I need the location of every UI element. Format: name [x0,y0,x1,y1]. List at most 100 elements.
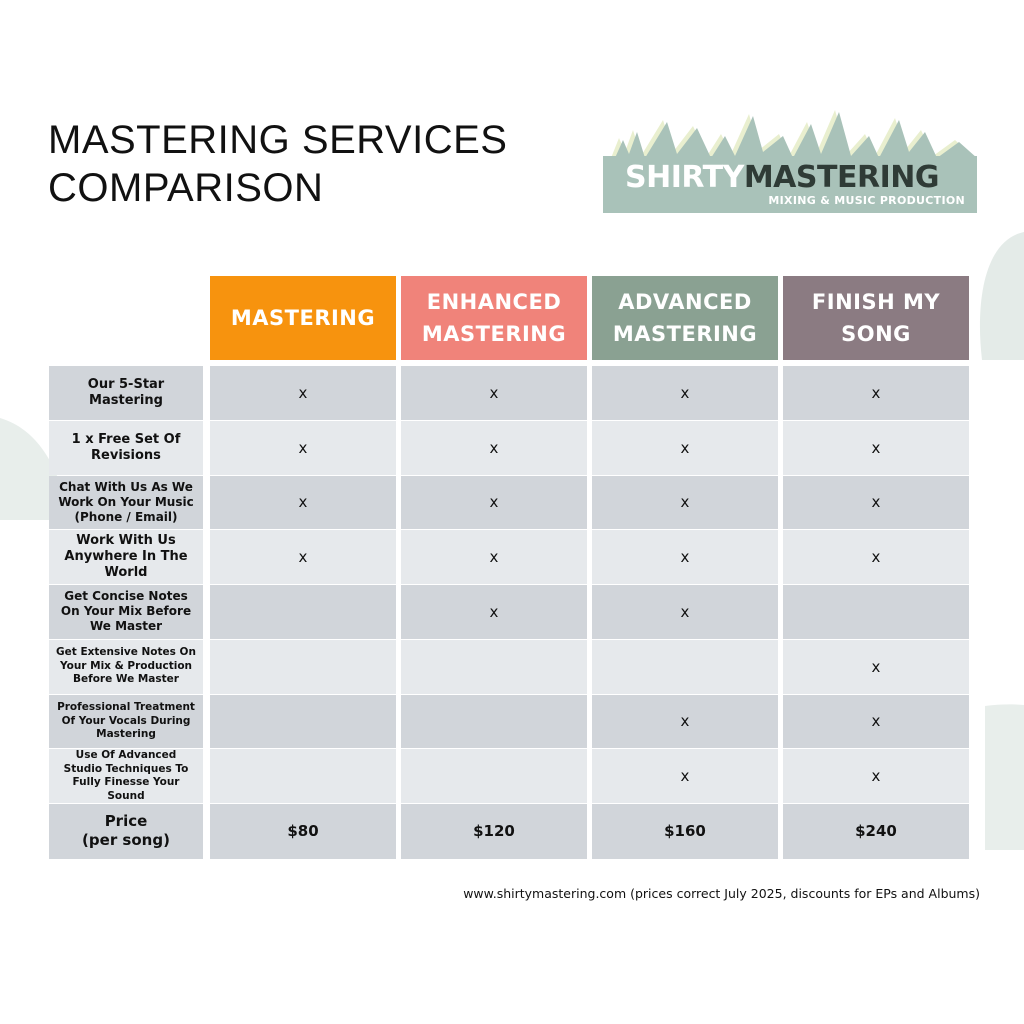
feature-label-line: Our 5-Star [87,376,165,392]
feature-label-text: Get Extensive Notes On Your Mix & Product… [56,646,196,687]
feature-label-line: Revisions [91,447,161,463]
feature-label-line: Work With Us [76,533,176,549]
feature-cell: x [210,420,396,475]
feature-label-line: Of Your Vocals During [61,714,191,727]
column-header-line: MASTERING [612,322,758,346]
feature-label-line: Before We Master [73,673,179,686]
feature-cell [210,694,396,749]
feature-cell: x [592,420,778,475]
feature-label-2: 1 x Free Set Of Revisions [49,420,203,475]
feature-cell: x [401,366,587,420]
price-label-line: Price [104,812,148,831]
column-header-label: ENHANCED MASTERING [422,286,566,350]
feature-label-line: Professional Treatment [57,701,195,714]
feature-cell: x [783,694,969,749]
feature-label-6: Get Extensive Notes On Your Mix & Product… [49,639,203,694]
feature-cell: x [783,366,969,420]
feature-cell: x [592,475,778,530]
price-label: Price (per song) [49,804,203,859]
feature-cell: x [783,420,969,475]
feature-label-line: Mastering [89,392,163,408]
column-header-label: FINISH MY SONG [812,286,940,350]
feature-label-text: Our 5-Star Mastering [88,377,164,409]
background-arc-right-top [979,232,1024,360]
feature-label-line: Get Extensive Notes On [56,646,196,659]
column-header-3: ADVANCED MASTERING [592,276,778,360]
feature-cell: x [210,366,396,420]
feature-label-text: Work With Us Anywhere In The World [64,533,187,581]
column-header-line: FINISH MY [811,290,941,314]
feature-label-3: Chat With Us As We Work On Your Music (Pho… [49,475,203,530]
logo-name: SHIRTYMASTERING [625,158,939,198]
column-header-label: MASTERING [231,302,375,334]
title-line-2: COMPARISON [48,166,324,210]
price-value-1: $80 [210,804,396,859]
background-arc-right-bottom [985,704,1024,850]
feature-label-line: Chat With Us As We [59,479,193,494]
feature-cell [592,639,778,694]
feature-label-line: Anywhere In The [64,549,188,565]
feature-label-line: We Master [89,619,163,634]
title-line-1: MASTERING SERVICES [48,118,508,162]
feature-cell: x [592,530,778,584]
feature-label-line: Sound [107,789,145,802]
column-header-line: ADVANCED [618,290,752,314]
feature-label-line: World [104,565,148,581]
column-header-line: MASTERING [230,306,376,330]
feature-cell [210,639,396,694]
feature-cell: x [592,366,778,420]
feature-label-line: Mastering [96,728,156,741]
feature-label-text: Use Of Advanced Studio Techniques To Fully… [64,749,189,803]
feature-label-4: Work With Us Anywhere In The World [49,530,203,584]
feature-cell [783,585,969,639]
page-title: MASTERING SERVICES COMPARISON [48,116,507,212]
feature-cell [210,749,396,803]
feature-cell: x [592,585,778,639]
feature-cell: x [401,420,587,475]
price-value-3: $160 [592,804,778,859]
column-header-2: ENHANCED MASTERING [401,276,587,360]
column-header-line: ENHANCED [426,290,562,314]
feature-cell: x [783,639,969,694]
feature-cell: x [401,475,587,530]
column-header-line: SONG [841,322,911,346]
feature-label-line: Use Of Advanced [75,749,177,762]
feature-cell [401,749,587,803]
price-value-4: $240 [783,804,969,859]
column-header-1: MASTERING [210,276,396,360]
logo-tagline: MIXING & MUSIC PRODUCTION [768,194,965,207]
column-header-4: FINISH MY SONG [783,276,969,360]
feature-label-line: 1 x Free Set Of [71,431,181,447]
feature-label-line: (Phone / Email) [74,509,178,524]
feature-cell: x [783,749,969,803]
feature-label-text: Professional Treatment Of Your Vocals Dur… [57,701,195,742]
feature-cell: x [592,694,778,749]
feature-cell: x [401,585,587,639]
feature-cell: x [401,530,587,584]
logo-name-light: SHIRTY [625,160,744,195]
feature-label-text: Get Concise Notes On Your Mix Before We Ma… [61,589,191,634]
feature-cell: x [783,530,969,584]
feature-cell: x [592,749,778,803]
feature-cell [401,639,587,694]
feature-label-8: Use Of Advanced Studio Techniques To Fully… [49,749,203,803]
feature-label-line: Your Mix & Production [59,659,193,672]
feature-label-text: Chat With Us As We Work On Your Music (Pho… [58,480,193,525]
feature-label-line: On Your Mix Before [60,604,192,619]
column-header-line: MASTERING [421,322,567,346]
feature-label-1: Our 5-Star Mastering [49,366,203,420]
price-label-line: (per song) [82,831,170,850]
logo-banner [603,156,977,213]
price-label-text: Price (per song) [82,812,170,850]
shirty-mastering-logo: SHIRTYMASTERING MIXING & MUSIC PRODUCTIO… [603,100,977,214]
feature-cell: x [210,530,396,584]
feature-label-text: 1 x Free Set Of Revisions [72,432,181,464]
feature-cell: x [210,475,396,530]
feature-label-line: Studio Techniques To [63,762,189,775]
feature-label-5: Get Concise Notes On Your Mix Before We Ma… [49,585,203,639]
price-value-2: $120 [401,804,587,859]
feature-label-line: Fully Finesse Your [72,776,180,789]
footer-note: www.shirtymastering.com (prices correct … [463,886,980,901]
feature-cell [401,694,587,749]
feature-cell: x [783,475,969,530]
